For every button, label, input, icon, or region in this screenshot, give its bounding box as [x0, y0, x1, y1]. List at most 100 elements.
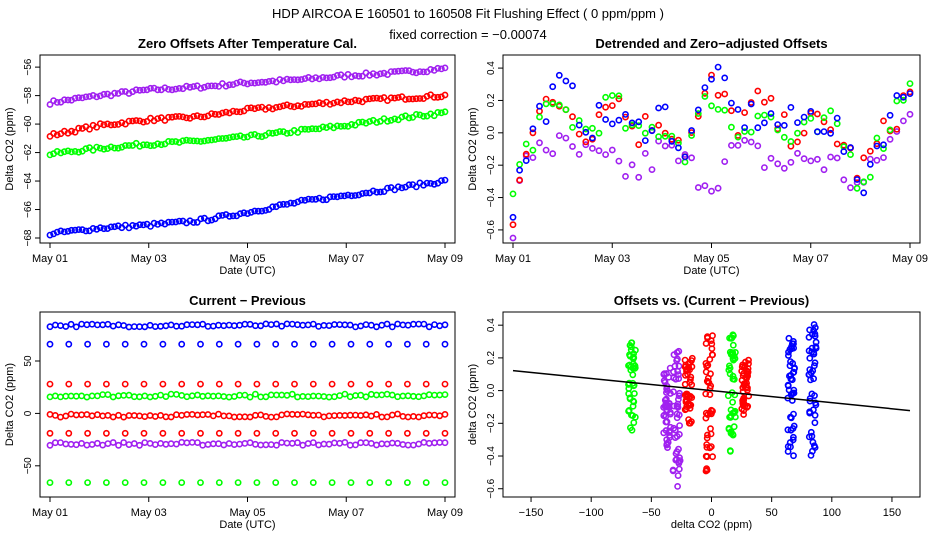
- zero-offsets-point-purple: [355, 72, 363, 80]
- current-previous-ytick-label: 50: [23, 355, 34, 367]
- zero-offsets-point-green: [240, 133, 248, 141]
- detrended-point-green: [807, 115, 815, 122]
- current-previous-frame: [39, 311, 456, 498]
- zero-offsets-point-blue: [423, 179, 431, 187]
- zero-offsets-point-purple: [333, 72, 341, 79]
- current-previous-point-green-low: [403, 479, 411, 486]
- detrended-point-red: [754, 87, 762, 95]
- zero-offsets-point-blue: [373, 188, 381, 196]
- detrended-point-red: [880, 117, 887, 125]
- zero-offsets-point-purple: [351, 72, 359, 79]
- offsets-vs-diff-point: [671, 434, 679, 441]
- current-previous-point-green-high: [51, 392, 59, 400]
- offsets-vs-diff-point: [625, 385, 633, 392]
- zero-offsets-point-blue: [107, 223, 115, 231]
- zero-offsets-point-purple: [86, 93, 93, 100]
- detrended-point-green: [589, 124, 596, 132]
- zero-offsets-point-blue: [355, 191, 363, 199]
- current-previous-point-green-high: [194, 391, 201, 399]
- current-previous-point-blue-high: [267, 321, 275, 328]
- zero-offsets-point-purple: [211, 82, 219, 90]
- detrended-point-blue: [628, 119, 636, 127]
- zero-offsets-point-blue: [394, 183, 402, 191]
- zero-offsets-point-green: [391, 115, 399, 123]
- offsets-vs-diff-point: [729, 398, 736, 406]
- detrended-point-green: [761, 111, 768, 119]
- offsets-vs-diff-point: [785, 386, 793, 394]
- current-previous-point-green-low: [46, 479, 54, 486]
- zero-offsets-point-blue: [172, 218, 180, 226]
- current-previous-point-green-high: [109, 393, 117, 401]
- current-previous-xtick-label: May 07: [328, 507, 364, 519]
- current-previous-point-red-high: [253, 380, 261, 388]
- zero-offsets-xtick-label: May 05: [229, 253, 265, 265]
- current-previous-point-green-high: [46, 393, 54, 401]
- current-previous-point-blue-high: [183, 321, 191, 329]
- current-previous-point-blue-low: [309, 340, 317, 348]
- zero-offsets-point-green: [197, 138, 205, 145]
- detrended-point-purple: [589, 144, 596, 152]
- current-previous-point-blue-high: [120, 322, 128, 329]
- detrended-point-green: [754, 112, 762, 120]
- zero-offsets-point-green: [373, 119, 381, 126]
- detrended-point-green: [529, 146, 537, 154]
- zero-offsets-point-blue: [308, 195, 316, 203]
- current-previous-point-green-high: [362, 393, 370, 401]
- detrended-point-purple: [754, 142, 762, 150]
- offsets-vs-diff-point: [628, 339, 635, 347]
- current-previous-point-red-mid: [220, 412, 228, 420]
- detrended-point-blue: [622, 111, 629, 118]
- offsets-vs-diff-point: [675, 347, 683, 355]
- current-previous-point-green-high: [141, 392, 149, 400]
- current-previous-xtick-label: May 05: [229, 507, 265, 519]
- current-previous-point-red-high: [140, 380, 148, 388]
- current-previous-point-blue-high: [251, 322, 259, 330]
- current-previous-point-green-high: [278, 391, 286, 399]
- current-previous-point-red-mid: [130, 412, 138, 419]
- zero-offsets-point-green: [272, 129, 280, 137]
- detrended-point-purple: [701, 182, 709, 190]
- current-previous-point-blue-high: [357, 322, 365, 330]
- detrended-point-green: [873, 134, 881, 142]
- offsets-vs-diff-point: [703, 377, 711, 385]
- current-previous-point-purple-mid: [283, 439, 291, 447]
- current-previous-point-red-mid: [320, 413, 328, 421]
- current-previous-point-green-high: [115, 392, 122, 400]
- current-previous-point-red-mid: [109, 413, 117, 421]
- zero-offsets-point-blue: [82, 227, 90, 235]
- offsets-vs-diff-point: [630, 354, 638, 362]
- current-previous-point-red-mid: [136, 412, 143, 420]
- offsets-vs-diff-point: [788, 345, 796, 353]
- current-previous-point-blue-high: [309, 320, 317, 328]
- zero-offsets-point-green: [226, 134, 233, 141]
- offsets-vs-diff-point: [811, 419, 819, 427]
- zero-offsets-point-green: [154, 140, 162, 148]
- current-previous-point-red-mid: [394, 410, 401, 418]
- current-previous-point-red-low: [197, 429, 204, 437]
- detrended-point-green: [886, 126, 894, 134]
- current-previous-point-red-mid: [404, 413, 412, 421]
- detrended-point-green: [714, 106, 722, 113]
- current-previous-point-red-mid: [409, 412, 417, 420]
- offsets-vs-diff-point: [807, 376, 814, 384]
- detrended-point-blue: [820, 128, 828, 135]
- offsets-vs-diff-point: [628, 343, 635, 351]
- zero-offsets-point-purple: [416, 68, 424, 75]
- zero-offsets-point-red: [272, 104, 280, 111]
- zero-offsets-point-green: [211, 136, 219, 143]
- zero-offsets-point-red: [391, 94, 399, 102]
- current-previous-point-blue-high: [220, 322, 228, 330]
- current-previous-point-purple-mid: [420, 438, 428, 446]
- detrended-point-blue: [847, 144, 854, 151]
- current-previous-point-red-low: [159, 429, 167, 437]
- current-previous-point-red-mid: [125, 412, 133, 419]
- zero-offsets-point-blue: [61, 228, 68, 236]
- current-previous-point-red-high: [46, 380, 54, 388]
- zero-offsets-point-purple: [294, 76, 302, 84]
- zero-offsets-point-red: [244, 104, 251, 112]
- current-previous-point-red-high: [215, 380, 223, 388]
- current-previous-point-green-high: [346, 393, 354, 401]
- detrended-point-green: [655, 133, 662, 141]
- current-previous-point-red-low: [121, 429, 129, 437]
